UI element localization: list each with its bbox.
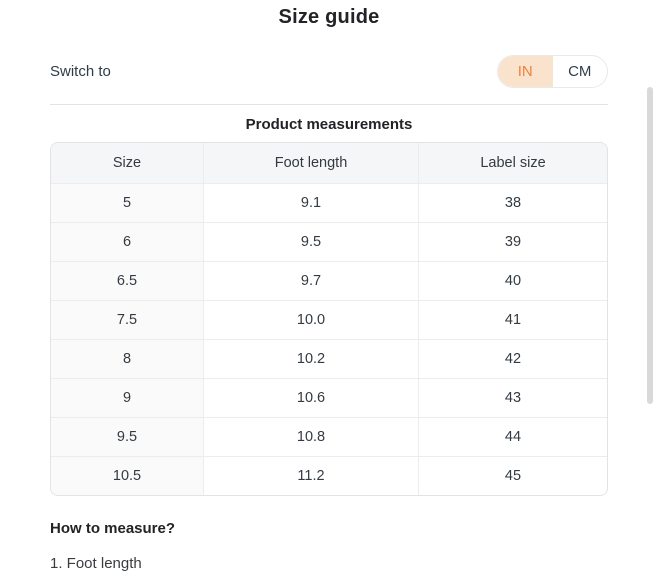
cell-label-size: 38 xyxy=(504,195,522,211)
how-to-measure-heading: How to measure? xyxy=(50,520,176,537)
switch-to-label: Switch to xyxy=(50,63,111,80)
section-title: Product measurements xyxy=(245,116,413,133)
cell-label-size: 41 xyxy=(504,312,522,328)
cell-foot-length: 10.6 xyxy=(204,379,419,417)
table-row: 6 9.5 39 xyxy=(51,222,607,261)
cell-label-size: 45 xyxy=(504,468,522,484)
column-header-foot-length: Foot length xyxy=(204,143,419,183)
cell-label-size: 42 xyxy=(504,351,522,367)
vertical-scrollbar-thumb[interactable] xyxy=(647,87,653,404)
column-header-label-size: Label size xyxy=(480,155,546,171)
cell-label-size: 44 xyxy=(504,429,522,445)
unit-switch-row: Switch to IN CM xyxy=(50,55,608,88)
cell-foot-length: 10.2 xyxy=(204,340,419,378)
table-row: 9.5 10.8 44 xyxy=(51,417,607,456)
how-to-measure-item-1: 1. Foot length xyxy=(50,555,142,572)
table-row: 10.5 11.2 45 xyxy=(51,456,607,495)
table-row: 7.5 10.0 41 xyxy=(51,300,607,339)
cell-foot-length: 11.2 xyxy=(204,457,419,495)
cell-foot-length: 9.5 xyxy=(204,223,419,261)
cell-size: 7.5 xyxy=(51,301,204,339)
unit-toggle-in-button[interactable]: IN xyxy=(498,56,553,87)
table-row: 6.5 9.7 40 xyxy=(51,261,607,300)
page-title: Size guide xyxy=(278,6,380,28)
column-header-size: Size xyxy=(51,143,204,183)
cell-size: 9.5 xyxy=(51,418,204,456)
table-header-row: Size Foot length Label size xyxy=(51,143,607,183)
table-row: 9 10.6 43 xyxy=(51,378,607,417)
cell-size: 9 xyxy=(51,379,204,417)
cell-foot-length: 9.1 xyxy=(204,184,419,222)
size-table: Size Foot length Label size 5 9.1 38 6 9… xyxy=(50,142,608,496)
table-row: 5 9.1 38 xyxy=(51,183,607,222)
table-body: 5 9.1 38 6 9.5 39 6.5 9.7 40 7.5 10.0 41… xyxy=(51,183,607,495)
table-row: 8 10.2 42 xyxy=(51,339,607,378)
cell-foot-length: 10.0 xyxy=(204,301,419,339)
cell-label-size: 39 xyxy=(504,234,522,250)
cell-size: 10.5 xyxy=(51,457,204,495)
section-divider xyxy=(50,104,608,105)
cell-foot-length: 9.7 xyxy=(204,262,419,300)
cell-size: 6 xyxy=(51,223,204,261)
cell-size: 6.5 xyxy=(51,262,204,300)
cell-size: 5 xyxy=(51,184,204,222)
cell-foot-length: 10.8 xyxy=(204,418,419,456)
cell-size: 8 xyxy=(51,340,204,378)
unit-toggle-cm-button[interactable]: CM xyxy=(553,56,608,87)
size-guide-panel: Size guide Switch to IN CM Product measu… xyxy=(50,0,608,572)
cell-label-size: 40 xyxy=(504,273,522,289)
cell-label-size: 43 xyxy=(504,390,522,406)
unit-toggle[interactable]: IN CM xyxy=(497,55,608,88)
